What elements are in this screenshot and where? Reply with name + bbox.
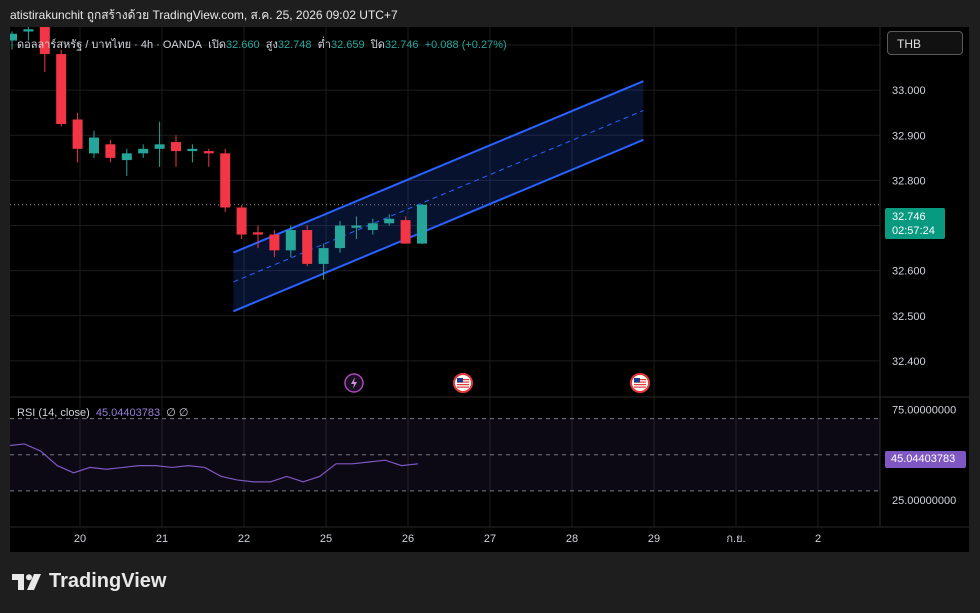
rsi-extra: ∅ ∅ [166, 407, 189, 419]
time-tick-label: 29 [648, 533, 660, 545]
time-tick-label: 22 [238, 533, 250, 545]
candle-body [400, 220, 411, 244]
rsi-line [10, 443, 419, 483]
price-tick-label: 32.400 [892, 356, 926, 368]
candle-body [302, 230, 313, 264]
candles [10, 27, 427, 280]
channel-upper-line [233, 80, 644, 254]
tradingview-logo-icon [12, 573, 41, 590]
candle-body [220, 153, 231, 208]
close-label: ปิด [370, 39, 385, 51]
channel-mid-line [233, 110, 644, 283]
candle-body [269, 234, 280, 251]
price-tick-label: 32.600 [892, 266, 926, 278]
tradingview-logo[interactable]: TradingView [12, 570, 166, 593]
candle-body [121, 153, 132, 161]
time-tick-label: 25 [320, 533, 332, 545]
time-tick-label: 21 [156, 533, 168, 545]
time-tick-label: 2 [815, 533, 821, 545]
candle-body [203, 151, 214, 154]
candle-body [39, 27, 50, 55]
candle-body [285, 230, 296, 251]
rsi-value-tag: 45.04403783 [885, 451, 966, 468]
channel-lower-line [233, 138, 644, 313]
candle-body [105, 144, 116, 158]
price-tick-label: 32.500 [892, 311, 926, 323]
candle-body [72, 119, 83, 149]
bar-countdown: 02:57:24 [892, 225, 935, 237]
candle-body [236, 207, 247, 235]
us-flag-icon[interactable] [630, 373, 650, 393]
high-value: 32.748 [277, 39, 312, 51]
candle-body [23, 29, 34, 32]
candle-body [138, 148, 149, 154]
currency-button[interactable]: THB [887, 31, 963, 55]
event-markers [344, 373, 650, 393]
high-label: สูง [265, 39, 278, 51]
candle-body [351, 225, 362, 228]
candle-body [89, 137, 99, 154]
last-price-tag: 32.746 02:57:24 [885, 208, 945, 239]
us-flag-icon[interactable] [453, 373, 473, 393]
close-value: 32.746 [384, 39, 419, 51]
change-value: +0.088 (+0.27%) [424, 39, 507, 51]
grid-lines [10, 27, 969, 528]
candle-body [187, 148, 198, 152]
time-tick-label: 20 [74, 533, 86, 545]
price-tick-label: 33.000 [892, 85, 926, 97]
lightning-icon[interactable] [344, 373, 364, 393]
rsi-tick-label: 25.00000000 [892, 495, 956, 507]
low-value: 32.659 [330, 39, 365, 51]
symbol-legend: ดอลลาร์สหรัฐ / บาทไทย · 4h · OANDA เปิด3… [17, 35, 507, 53]
candle-body [318, 248, 329, 264]
low-label: ต่ำ [317, 39, 331, 51]
brand-name: TradingView [49, 570, 167, 592]
time-tick-label: 28 [566, 533, 578, 545]
candle-body [56, 54, 67, 125]
rsi-pane [10, 418, 880, 492]
candle-body [253, 232, 263, 235]
rsi-label[interactable]: RSI (14, close) [17, 407, 90, 419]
candle-body [10, 33, 17, 41]
time-axis: 20 21 22 25 26 27 28 29 ก.ย. 2 [74, 533, 821, 545]
channel-fill [233, 81, 644, 312]
last-price-value: 32.746 [892, 211, 926, 223]
price-chart[interactable]: 33.10033.00032.90032.80032.70032.60032.5… [10, 27, 969, 552]
price-tick-label: 32.900 [892, 130, 926, 142]
time-tick-label: 26 [402, 533, 414, 545]
time-tick-label: ก.ย. [726, 533, 745, 545]
candle-body [171, 142, 181, 152]
price-axis: 33.10033.00032.90032.80032.70032.60032.5… [892, 40, 926, 368]
price-tick-label: 32.800 [892, 175, 926, 187]
candle-body [335, 225, 345, 249]
chart-frame: 33.10033.00032.90032.80032.70032.60032.5… [10, 27, 969, 552]
candle-body [384, 218, 395, 224]
rsi-tick-label: 75.00000000 [892, 405, 956, 417]
symbol-name[interactable]: ดอลลาร์สหรัฐ / บาทไทย · 4h · OANDA [17, 39, 202, 51]
rsi-value: 45.04403783 [95, 407, 161, 419]
candle-body [417, 204, 427, 244]
chart-caption: atistirakunchit ถูกสร้างด้วย TradingView… [10, 8, 398, 22]
rsi-legend: RSI (14, close) 45.04403783 ∅ ∅ [17, 406, 188, 419]
open-label: เปิด [208, 39, 226, 51]
candle-body [367, 223, 378, 231]
parallel-channel [233, 80, 644, 313]
time-tick-label: 27 [484, 533, 496, 545]
candle-body [154, 144, 165, 149]
open-value: 32.660 [226, 39, 260, 51]
